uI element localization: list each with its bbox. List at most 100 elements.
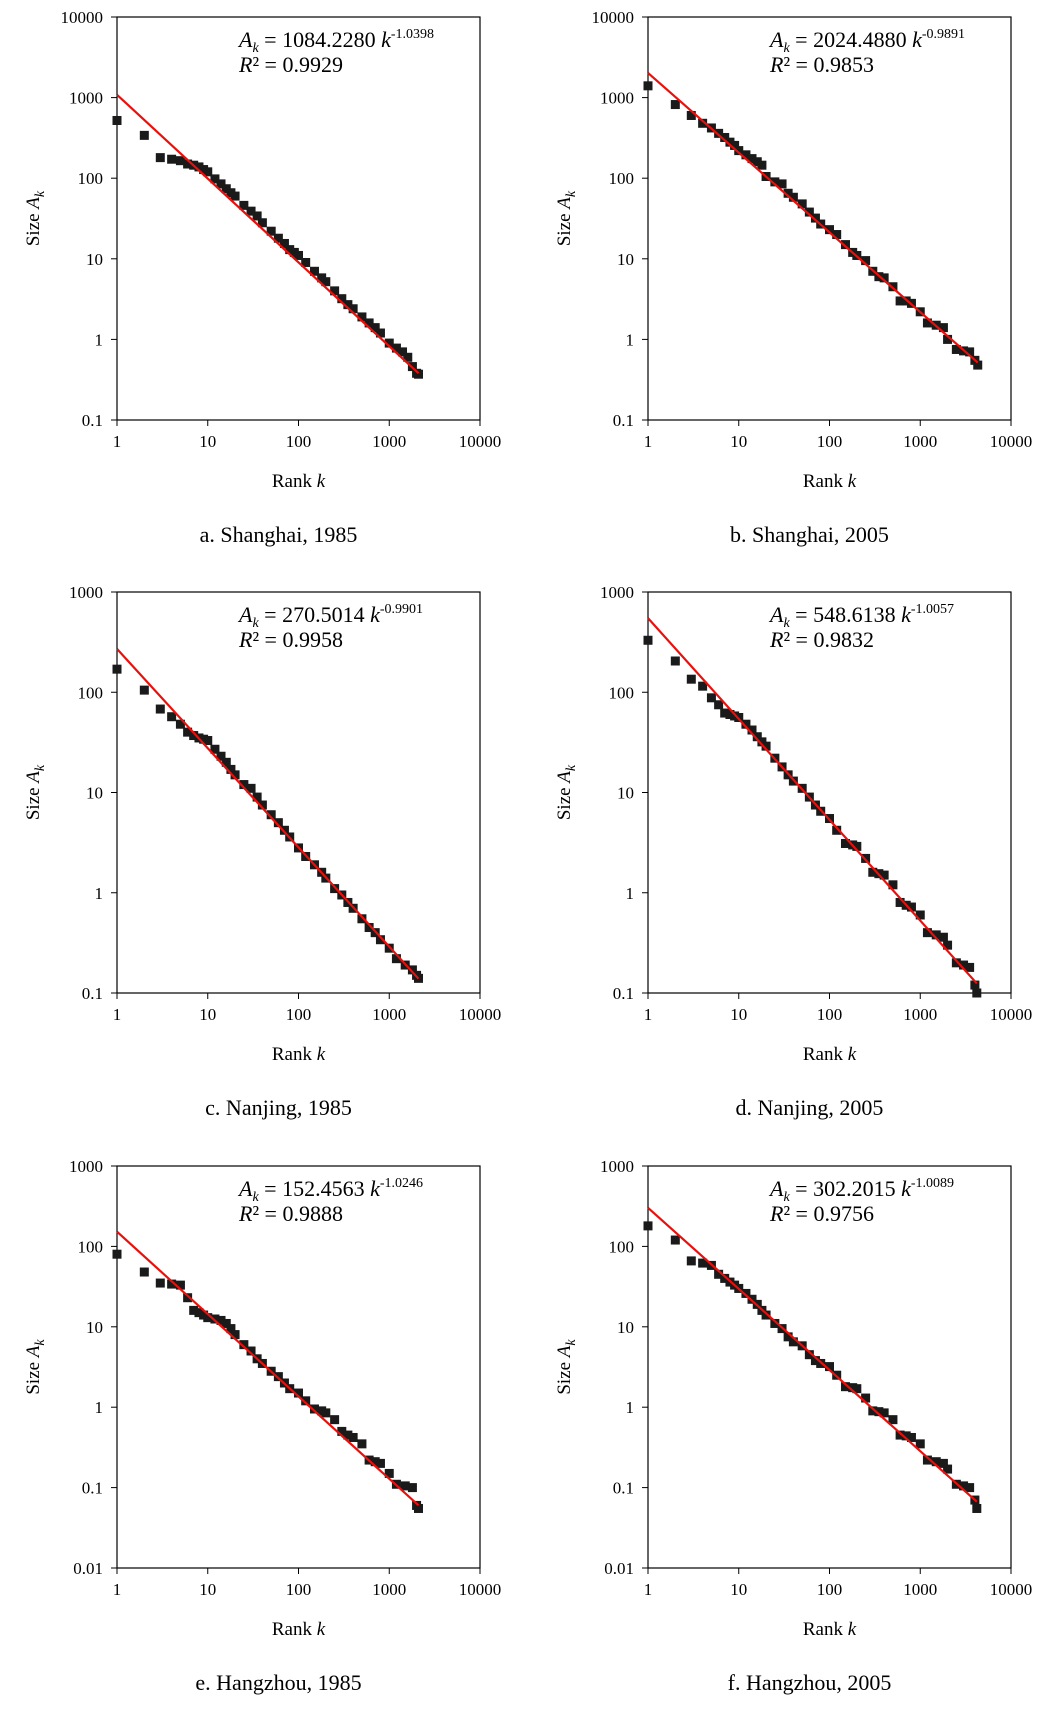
y-axis-label-sub: k [33,190,48,197]
y-tick-label: 1 [626,330,635,349]
data-point [337,294,347,304]
data-point [965,962,975,972]
y-axis-label-sub: k [564,1339,579,1346]
eq-var: k [381,27,392,52]
eq-coef: = 548.6138 [790,602,901,627]
y-tick-label: 100 [78,169,104,188]
data-point [901,1431,911,1441]
data-point [938,1458,948,1468]
x-tick-label: 1000 [372,1005,406,1024]
data-point [357,1439,367,1449]
data-point [686,674,696,684]
y-axis-label-sub: k [33,764,48,771]
data-point [301,1396,311,1406]
y-tick-label: 10 [617,1318,634,1337]
data-point [797,199,807,209]
data-point [757,160,767,170]
r-squared: R² = 0.9853 [769,52,874,77]
x-tick-label: 10 [199,1580,216,1599]
y-tick-label: 1 [626,884,635,903]
data-point [357,312,367,322]
data-point [279,825,289,835]
x-axis-label-text: Rank [803,1619,848,1640]
data-point [273,233,283,243]
data-point [741,150,751,160]
x-axis-label-text: Rank [272,471,317,492]
y-tick-label: 10 [617,784,634,803]
data-point [970,980,980,990]
data-point [706,693,716,703]
x-axis-label-var: k [317,1044,326,1065]
data-point [139,1267,149,1277]
x-axis-label-var: k [848,1044,857,1065]
data-point [194,162,204,172]
x-axis-label-text: Rank [803,471,848,492]
data-point [266,226,276,236]
y-tick-label: 100 [78,683,104,702]
data-point [230,191,240,201]
y-tick-label: 10000 [592,8,635,27]
r-squared: R² = 0.9958 [238,627,343,652]
data-point [273,1372,283,1382]
eq-exp: -1.0246 [380,1176,423,1191]
data-point [239,780,249,790]
data-point [643,635,653,645]
r-squared: R² = 0.9888 [238,1201,343,1226]
data-point [868,1406,878,1416]
data-point [906,902,916,912]
y-axis-label-sub: k [564,764,579,771]
data-point [321,277,331,287]
x-tick-label: 1 [644,1580,653,1599]
eq-exp: -0.9901 [380,602,423,617]
data-point [257,218,267,228]
y-axis-label-sub: k [33,1339,48,1346]
y-tick-label: 0.01 [604,1559,634,1578]
data-point [175,719,185,729]
y-tick-label: 1000 [69,89,103,108]
data-point [221,1318,231,1328]
data-point [139,685,149,695]
data-point [112,115,122,125]
plot-area [116,591,481,994]
data-point [364,923,374,933]
data-point [364,318,374,328]
data-point [407,965,417,975]
data-point [643,81,653,91]
data-point [698,681,708,691]
fit-line [647,72,979,364]
data-point [720,708,730,718]
fit-equation: Ak = 270.5014 k-0.9901 [237,602,423,631]
data-point [788,192,798,202]
x-tick-label: 100 [286,1005,312,1024]
data-point [175,1280,185,1290]
y-tick-label: 10 [86,784,103,803]
x-tick-label: 100 [286,432,312,451]
y-tick-label: 0.1 [82,1479,103,1498]
r2-label: R [238,52,253,77]
eq-lhs: A [768,602,784,627]
fit-line [116,93,420,375]
eq-coef: = 1084.2280 [259,27,381,52]
y-axis-label-text: Size [554,783,575,820]
data-point [720,132,730,142]
data-point [407,1483,417,1493]
eq-var: k [912,27,923,52]
x-tick-label: 100 [286,1580,312,1599]
eq-coef: = 270.5014 [259,602,370,627]
data-point [155,704,165,714]
x-tick-label: 10000 [459,1580,502,1599]
data-point [761,741,771,751]
data-point [210,744,220,754]
y-tick-label: 0.1 [613,1479,634,1498]
data-point [400,1481,410,1491]
data-point [761,1310,771,1320]
data-point [403,352,413,362]
data-point [343,300,353,310]
x-tick-label: 1000 [372,1580,406,1599]
y-tick-label: 1000 [600,583,634,602]
x-tick-label: 10000 [990,432,1033,451]
